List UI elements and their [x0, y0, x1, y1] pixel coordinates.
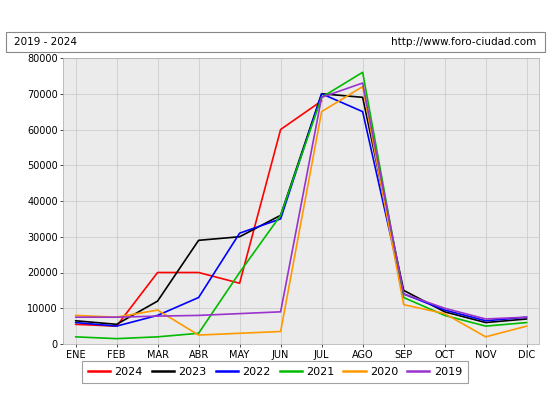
Bar	[6, 32, 544, 52]
Legend: 2024, 2023, 2022, 2021, 2020, 2019: 2024, 2023, 2022, 2021, 2020, 2019	[82, 362, 468, 382]
Text: Evolucion Nº Turistas Nacionales en el municipio de Punta Umbría: Evolucion Nº Turistas Nacionales en el m…	[69, 8, 481, 22]
Text: 2019 - 2024: 2019 - 2024	[14, 37, 77, 47]
Text: http://www.foro-ciudad.com: http://www.foro-ciudad.com	[391, 37, 536, 47]
